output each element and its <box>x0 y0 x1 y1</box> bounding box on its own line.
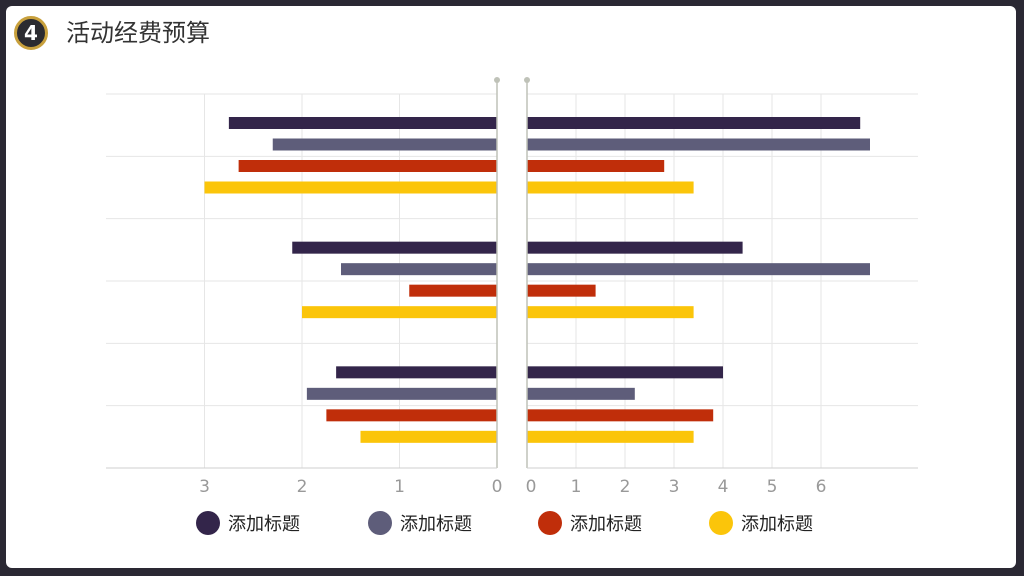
tick-label: 0 <box>526 477 537 497</box>
bar-left <box>306 387 497 400</box>
tick-label: 6 <box>816 477 827 497</box>
legend-label-4: 添加标题 <box>741 514 813 535</box>
bar-right <box>527 138 870 151</box>
bar-right <box>527 117 861 129</box>
tick-label: 4 <box>718 477 729 497</box>
bar-left <box>326 409 497 422</box>
slide: 4 活动经费预算 3 2 1 0 0 1 2 3 4 5 6 添加标题 添加标题 添加标题 添加标题 <box>6 6 1016 568</box>
axis-endpoint <box>524 77 530 83</box>
bar-left <box>360 430 497 443</box>
bar-left <box>336 366 497 379</box>
tick-label: 3 <box>669 477 680 497</box>
axis-endpoint <box>494 77 500 83</box>
bar-left <box>228 117 497 129</box>
bar-right <box>527 160 665 172</box>
legend-marker-1 <box>196 511 220 535</box>
section-number-badge: 4 <box>14 16 48 50</box>
legend-item-1: 添加标题 <box>196 510 300 536</box>
butterfly-bar-chart: 3 2 1 0 0 1 2 3 4 5 6 <box>106 77 918 497</box>
tick-label: 3 <box>199 477 210 497</box>
tick-label: 1 <box>571 477 582 497</box>
chart-bars <box>204 117 870 443</box>
legend-marker-2 <box>368 511 392 535</box>
tick-label: 2 <box>620 477 631 497</box>
legend-item-4: 添加标题 <box>709 510 813 536</box>
bar-right <box>527 181 694 194</box>
bar-left <box>292 241 497 254</box>
bar-right <box>527 387 635 400</box>
bar-right <box>527 284 596 297</box>
chart-legend: 添加标题 添加标题 添加标题 添加标题 <box>6 510 1016 538</box>
legend-label-2: 添加标题 <box>400 514 472 535</box>
legend-marker-4 <box>709 511 733 535</box>
bar-right <box>527 366 723 379</box>
bar-right <box>527 430 694 443</box>
legend-item-2: 添加标题 <box>368 510 472 536</box>
bar-left <box>204 181 497 194</box>
bar-left <box>409 284 497 297</box>
bar-right <box>527 241 743 254</box>
bar-right <box>527 409 714 422</box>
tick-label: 5 <box>767 477 778 497</box>
legend-label-3: 添加标题 <box>570 514 642 535</box>
bar-left <box>272 138 497 151</box>
chart-axes <box>106 77 918 469</box>
legend-marker-3 <box>538 511 562 535</box>
bar-left <box>341 263 497 276</box>
tick-label: 2 <box>297 477 308 497</box>
chart-tick-labels: 3 2 1 0 0 1 2 3 4 5 6 <box>199 477 826 497</box>
bar-left <box>238 160 497 172</box>
tick-label: 0 <box>492 477 503 497</box>
tick-label: 1 <box>394 477 405 497</box>
bar-left <box>302 306 497 319</box>
legend-item-3: 添加标题 <box>538 510 642 536</box>
bar-right <box>527 263 870 276</box>
bar-right <box>527 306 694 319</box>
page-title: 活动经费预算 <box>66 19 210 47</box>
legend-label-1: 添加标题 <box>228 514 300 535</box>
